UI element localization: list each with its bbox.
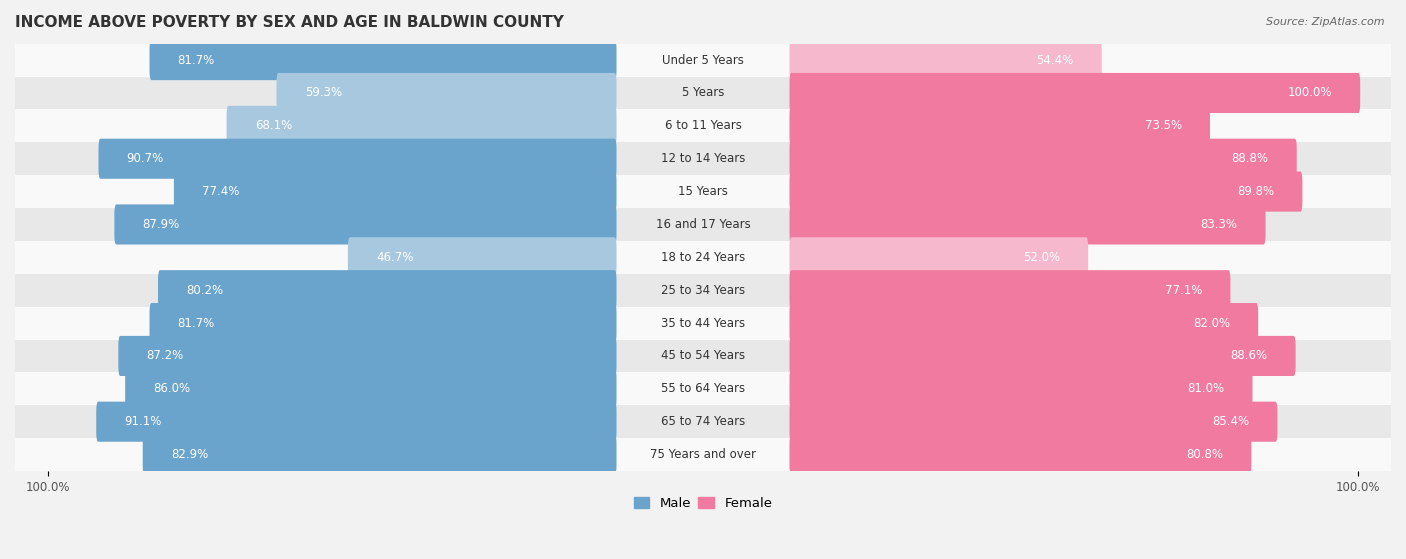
Text: 55 to 64 Years: 55 to 64 Years <box>661 382 745 395</box>
Text: Source: ZipAtlas.com: Source: ZipAtlas.com <box>1267 17 1385 27</box>
Text: 86.0%: 86.0% <box>153 382 190 395</box>
Bar <box>15 339 1391 372</box>
Text: 12 to 14 Years: 12 to 14 Years <box>661 152 745 165</box>
FancyBboxPatch shape <box>114 205 616 244</box>
Text: 68.1%: 68.1% <box>254 119 292 132</box>
FancyBboxPatch shape <box>277 73 616 113</box>
Text: 83.3%: 83.3% <box>1201 218 1237 231</box>
FancyBboxPatch shape <box>96 401 616 442</box>
FancyBboxPatch shape <box>790 172 1302 212</box>
Text: 18 to 24 Years: 18 to 24 Years <box>661 251 745 264</box>
FancyBboxPatch shape <box>226 106 616 146</box>
Text: 87.9%: 87.9% <box>142 218 180 231</box>
Bar <box>15 372 1391 405</box>
FancyBboxPatch shape <box>149 40 616 80</box>
Bar <box>15 110 1391 143</box>
Text: 35 to 44 Years: 35 to 44 Years <box>661 316 745 330</box>
FancyBboxPatch shape <box>790 270 1230 310</box>
Bar <box>15 208 1391 241</box>
Bar <box>15 274 1391 307</box>
FancyBboxPatch shape <box>118 336 616 376</box>
Text: 91.1%: 91.1% <box>124 415 162 428</box>
Text: 89.8%: 89.8% <box>1237 185 1274 198</box>
FancyBboxPatch shape <box>790 237 1088 277</box>
FancyBboxPatch shape <box>790 401 1278 442</box>
FancyBboxPatch shape <box>790 205 1265 244</box>
Text: 85.4%: 85.4% <box>1212 415 1250 428</box>
Text: 75 Years and over: 75 Years and over <box>650 448 756 461</box>
FancyBboxPatch shape <box>157 270 616 310</box>
FancyBboxPatch shape <box>790 336 1295 376</box>
Legend: Male, Female: Male, Female <box>628 492 778 516</box>
Text: 54.4%: 54.4% <box>1036 54 1074 67</box>
Text: 90.7%: 90.7% <box>127 152 165 165</box>
Text: 80.2%: 80.2% <box>186 284 224 297</box>
Text: 87.2%: 87.2% <box>146 349 184 362</box>
Text: 59.3%: 59.3% <box>305 87 342 100</box>
Bar <box>15 44 1391 77</box>
Text: 45 to 54 Years: 45 to 54 Years <box>661 349 745 362</box>
Text: 73.5%: 73.5% <box>1144 119 1182 132</box>
Text: 16 and 17 Years: 16 and 17 Years <box>655 218 751 231</box>
Bar <box>15 143 1391 175</box>
Bar <box>15 307 1391 339</box>
Text: 25 to 34 Years: 25 to 34 Years <box>661 284 745 297</box>
Text: 5 Years: 5 Years <box>682 87 724 100</box>
Bar <box>15 77 1391 110</box>
Text: 65 to 74 Years: 65 to 74 Years <box>661 415 745 428</box>
Text: 88.8%: 88.8% <box>1232 152 1268 165</box>
Bar <box>15 405 1391 438</box>
Text: 15 Years: 15 Years <box>678 185 728 198</box>
FancyBboxPatch shape <box>347 237 616 277</box>
FancyBboxPatch shape <box>790 303 1258 343</box>
FancyBboxPatch shape <box>790 40 1102 80</box>
Text: 81.7%: 81.7% <box>177 54 215 67</box>
FancyBboxPatch shape <box>790 369 1253 409</box>
Text: 81.7%: 81.7% <box>177 316 215 330</box>
Text: 77.4%: 77.4% <box>202 185 239 198</box>
Bar <box>15 175 1391 208</box>
FancyBboxPatch shape <box>790 139 1296 179</box>
FancyBboxPatch shape <box>143 434 616 475</box>
FancyBboxPatch shape <box>125 369 616 409</box>
Text: 6 to 11 Years: 6 to 11 Years <box>665 119 741 132</box>
FancyBboxPatch shape <box>174 172 616 212</box>
Text: 77.1%: 77.1% <box>1164 284 1202 297</box>
FancyBboxPatch shape <box>790 434 1251 475</box>
FancyBboxPatch shape <box>790 73 1360 113</box>
Text: INCOME ABOVE POVERTY BY SEX AND AGE IN BALDWIN COUNTY: INCOME ABOVE POVERTY BY SEX AND AGE IN B… <box>15 15 564 30</box>
FancyBboxPatch shape <box>790 106 1211 146</box>
Text: 81.0%: 81.0% <box>1187 382 1225 395</box>
FancyBboxPatch shape <box>98 139 616 179</box>
Text: 46.7%: 46.7% <box>375 251 413 264</box>
FancyBboxPatch shape <box>149 303 616 343</box>
Text: Under 5 Years: Under 5 Years <box>662 54 744 67</box>
Text: 100.0%: 100.0% <box>1288 87 1331 100</box>
Text: 82.9%: 82.9% <box>172 448 208 461</box>
Text: 80.8%: 80.8% <box>1187 448 1223 461</box>
Bar <box>15 438 1391 471</box>
Text: 88.6%: 88.6% <box>1230 349 1267 362</box>
Text: 52.0%: 52.0% <box>1022 251 1060 264</box>
Bar <box>15 241 1391 274</box>
Text: 82.0%: 82.0% <box>1192 316 1230 330</box>
